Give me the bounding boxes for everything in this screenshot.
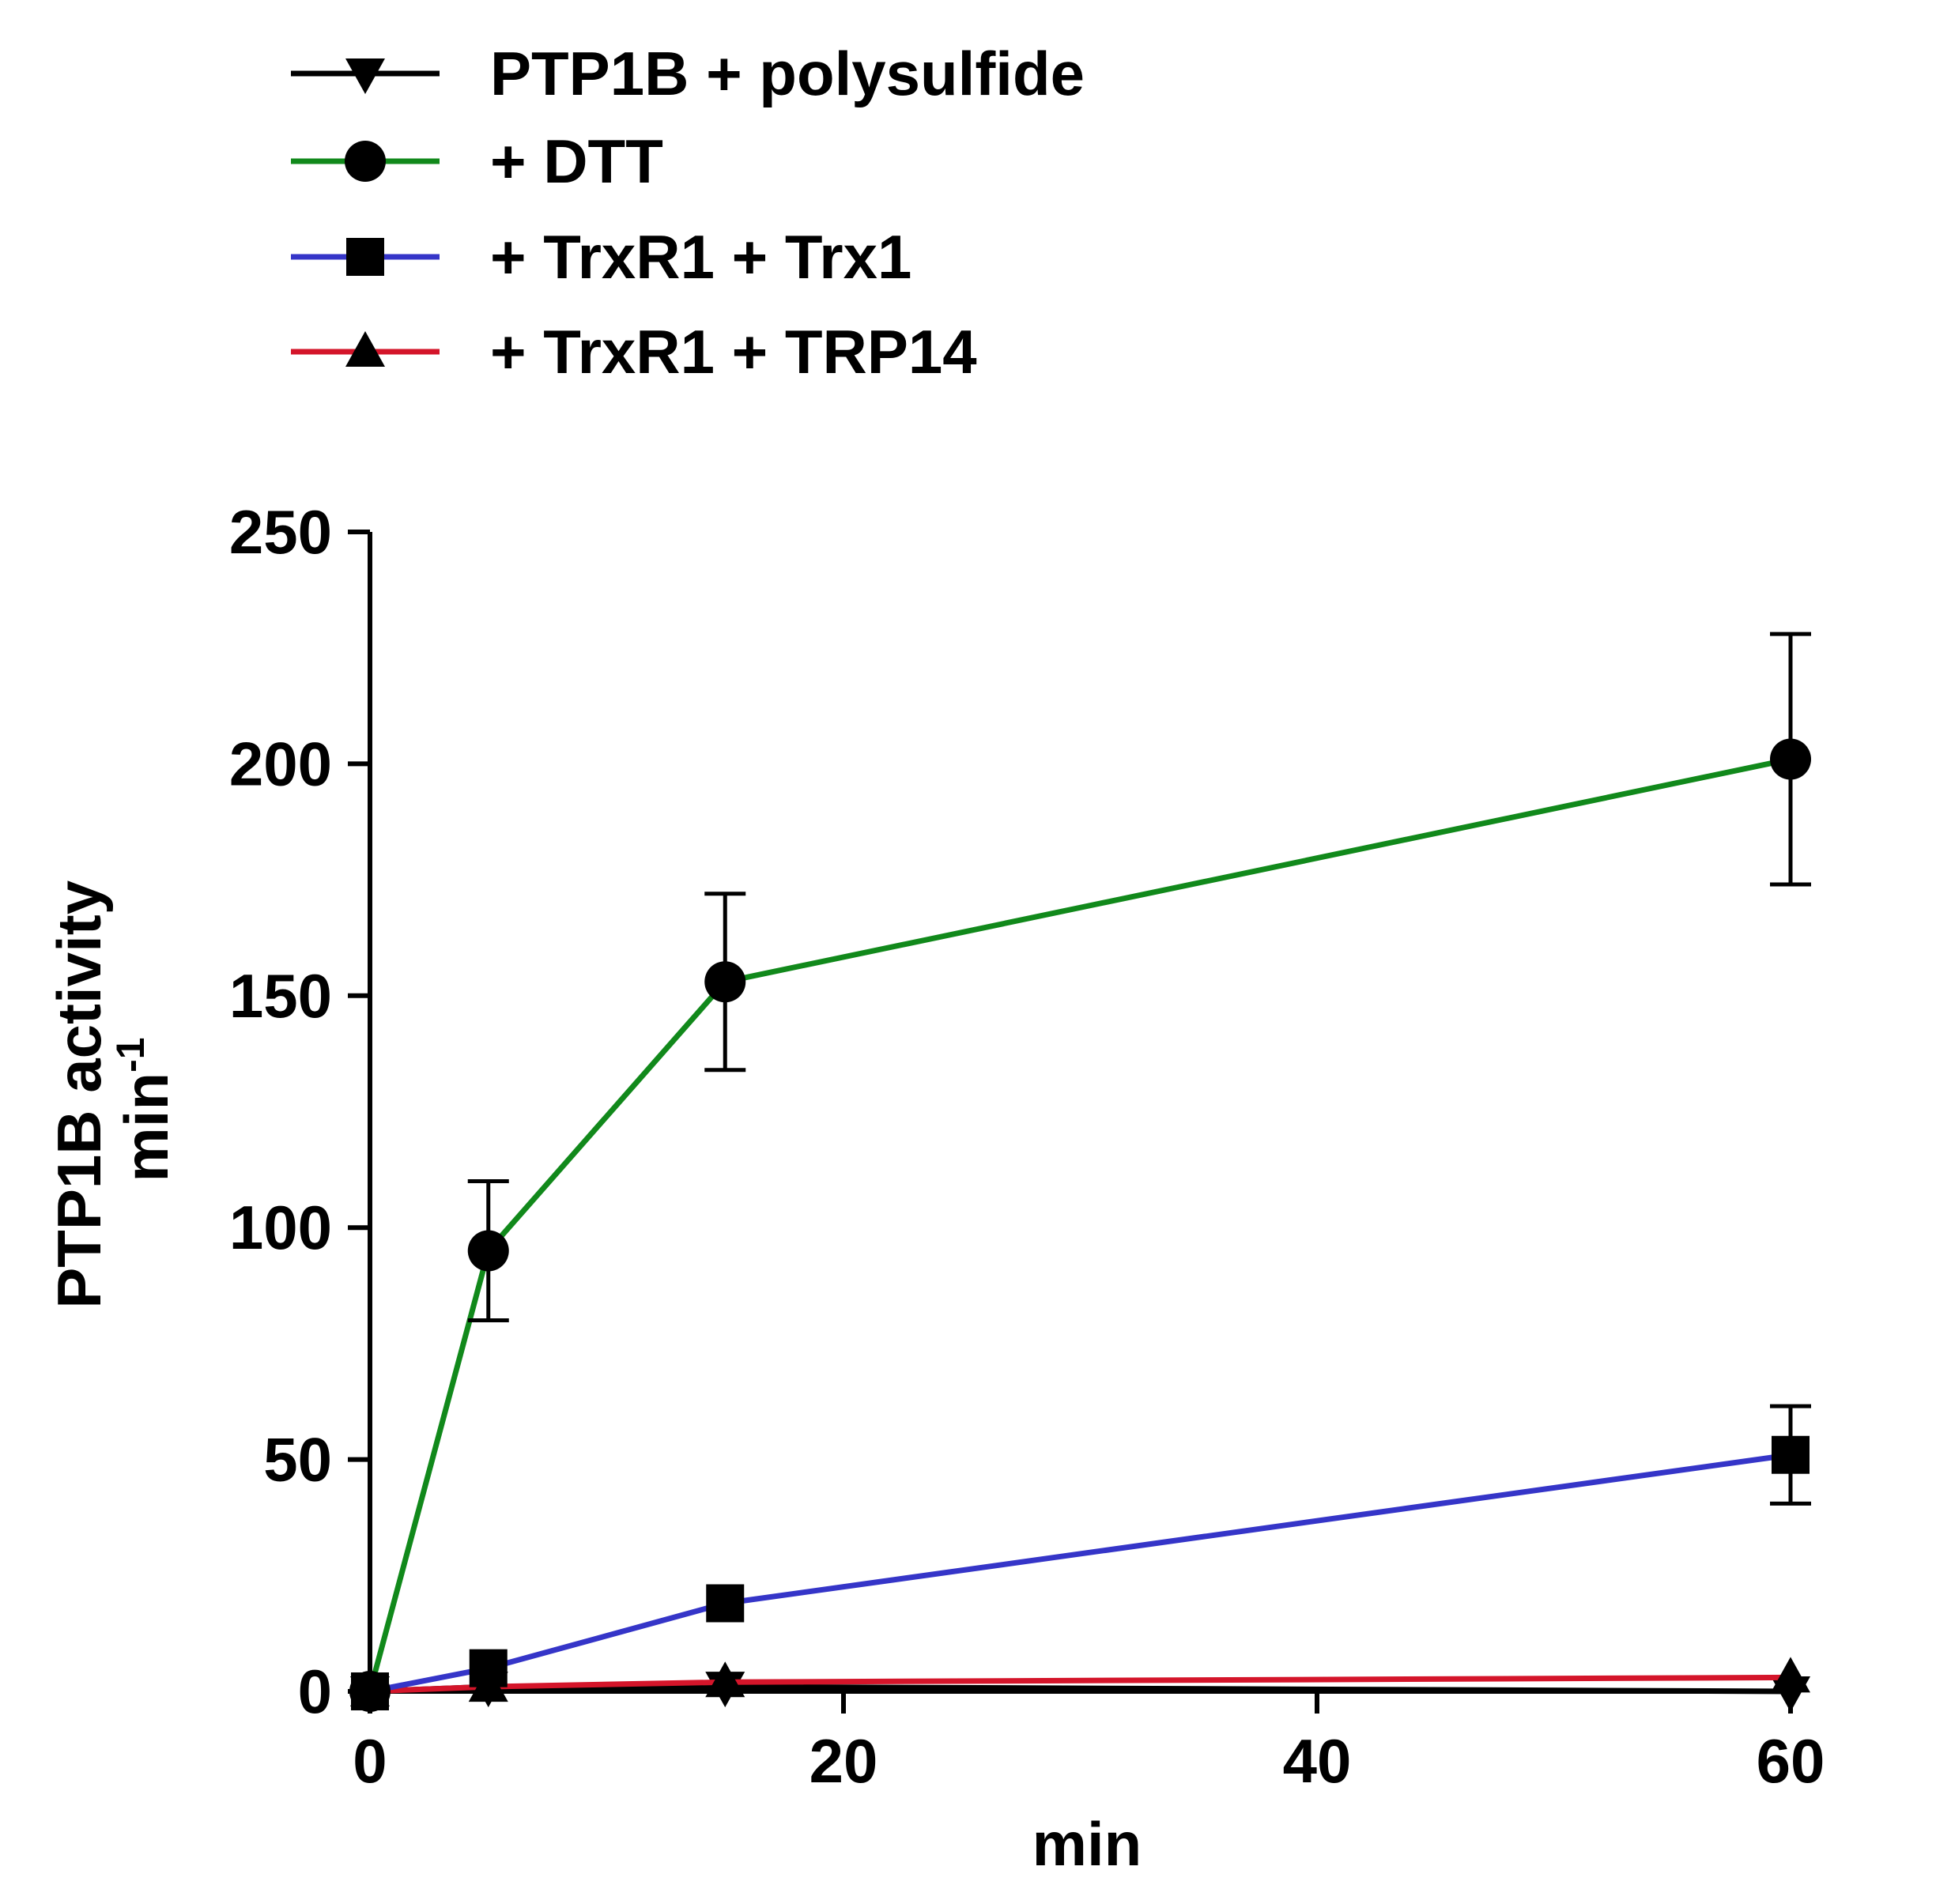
series-trxr1-trp14	[350, 1657, 1810, 1706]
legend-item: + DTT	[291, 126, 663, 196]
x-tick-label: 20	[809, 1726, 878, 1796]
x-axis-label: min	[1032, 1809, 1142, 1879]
y-tick-label: 100	[229, 1193, 332, 1262]
y-tick-label: 50	[263, 1425, 332, 1495]
legend-marker	[345, 141, 386, 182]
y-axis-label-main: PTP1B activity	[44, 880, 114, 1309]
y-tick-label: 0	[298, 1657, 332, 1726]
legend-label: + DTT	[490, 126, 663, 196]
series-line	[369, 1452, 1791, 1695]
data-point	[1772, 1435, 1810, 1474]
y-tick-label: 250	[229, 497, 332, 567]
legend-item: + TrxR1 + TRP14	[291, 317, 977, 386]
legend-item: PTP1B + polysulfide	[291, 39, 1085, 108]
series-line	[367, 756, 1791, 1692]
legend: PTP1B + polysulfide + DTT + TrxR1 + Trx1 + …	[291, 39, 1085, 386]
x-tick-label: 40	[1283, 1726, 1352, 1796]
legend-marker	[346, 238, 384, 276]
legend-label: PTP1B + polysulfide	[490, 39, 1085, 108]
y-axis-label-unit: min	[111, 1073, 181, 1182]
legend-label: + TrxR1 + TRP14	[490, 317, 977, 386]
series-dtt	[349, 632, 1811, 1712]
data-point	[1771, 1657, 1810, 1693]
legend-marker	[345, 331, 385, 367]
x-tick-label: 60	[1757, 1726, 1825, 1796]
data-point	[1770, 738, 1811, 780]
y-tick-label: 200	[229, 729, 332, 798]
legend-item: + TrxR1 + Trx1	[291, 222, 911, 292]
axes: 0 50 100 150 200 250 0 20 40 60	[229, 497, 1825, 1796]
data-point	[467, 1230, 509, 1272]
y-axis-label-unit-superscript: -1	[108, 1037, 153, 1072]
data-point	[704, 961, 746, 1003]
legend-marker	[345, 58, 385, 94]
data-point	[469, 1649, 508, 1687]
x-tick-label: 0	[353, 1726, 387, 1796]
y-axis-label: PTP1B activity min-1	[44, 863, 181, 1309]
legend-label: + TrxR1 + Trx1	[490, 222, 911, 292]
series-trxr1-trx1	[351, 1404, 1811, 1710]
y-tick-label: 150	[229, 961, 332, 1031]
data-point	[705, 1661, 745, 1698]
data-point	[349, 1671, 391, 1712]
series-layer	[349, 632, 1811, 1712]
series-line	[369, 1674, 1791, 1695]
data-point	[706, 1584, 745, 1623]
